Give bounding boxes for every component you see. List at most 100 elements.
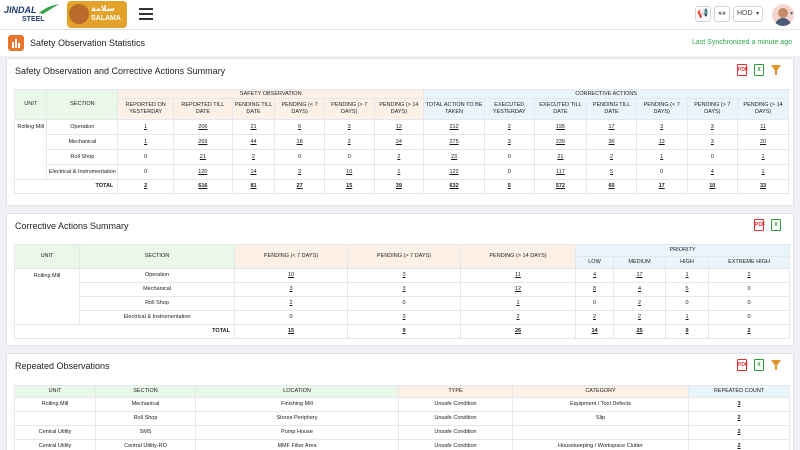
count-cell[interactable]: 2 xyxy=(231,149,276,165)
count-cell[interactable]: 4 xyxy=(575,268,614,283)
count-cell[interactable]: 3 xyxy=(635,119,688,135)
count-cell[interactable]: 11 xyxy=(737,119,789,135)
total-cell[interactable]: 9 xyxy=(665,324,709,339)
count-cell-value[interactable]: 2 xyxy=(637,314,642,320)
pdf-export-icon[interactable]: PDF xyxy=(737,64,748,77)
count-cell[interactable]: 44 xyxy=(231,134,276,150)
count-cell-value[interactable]: 2 xyxy=(637,300,642,306)
count-cell[interactable]: 1 xyxy=(665,310,709,325)
count-cell[interactable]: 20 xyxy=(737,134,789,150)
total-cell[interactable]: 14 xyxy=(575,324,614,339)
repeated-count-cell[interactable]: 2 xyxy=(688,439,790,450)
total-cell-value[interactable]: 27 xyxy=(296,183,303,189)
filter-icon[interactable] xyxy=(771,359,782,372)
count-cell[interactable]: 1 xyxy=(460,296,576,311)
repeated-count-cell[interactable]: 2 xyxy=(688,411,790,426)
count-cell-value[interactable]: 21 xyxy=(199,153,206,160)
count-cell-value[interactable]: 3 xyxy=(710,138,714,145)
count-cell[interactable]: 2 xyxy=(707,268,791,283)
count-cell-value[interactable]: 2 xyxy=(516,314,520,320)
total-cell[interactable]: 17 xyxy=(635,179,688,194)
count-cell[interactable]: 1 xyxy=(737,149,789,165)
count-cell[interactable]: 12 xyxy=(373,119,425,135)
count-cell[interactable]: 14 xyxy=(231,164,276,180)
count-cell-value[interactable]: 3 xyxy=(289,286,293,292)
total-cell-value[interactable]: 572 xyxy=(555,183,565,189)
total-cell[interactable]: 572 xyxy=(533,179,588,194)
count-cell-value[interactable]: 18 xyxy=(296,138,303,145)
count-cell[interactable]: 11 xyxy=(460,268,576,283)
count-cell-value[interactable]: 122 xyxy=(449,168,459,175)
pdf-export-icon[interactable]: PDF xyxy=(754,219,765,232)
total-cell-value[interactable]: 632 xyxy=(449,183,459,189)
count-cell[interactable]: 12 xyxy=(460,282,576,297)
total-cell-value[interactable]: 17 xyxy=(658,183,665,189)
count-cell-value[interactable]: 44 xyxy=(250,138,257,145)
total-cell[interactable]: 2 xyxy=(117,179,174,194)
total-cell-value[interactable]: 26 xyxy=(514,328,522,334)
count-cell[interactable]: 1 xyxy=(117,119,174,135)
hamburger-menu-icon[interactable] xyxy=(139,8,153,20)
count-cell[interactable]: 3 xyxy=(234,282,348,297)
count-cell-value[interactable]: 2 xyxy=(347,138,351,145)
count-cell-value[interactable]: 3 xyxy=(402,286,406,292)
count-cell[interactable]: 2 xyxy=(613,310,666,325)
repeated-count-cell-value[interactable]: 2 xyxy=(737,415,741,421)
total-cell-value[interactable]: 25 xyxy=(636,328,643,334)
count-cell[interactable]: 24 xyxy=(373,134,425,150)
total-cell-value[interactable]: 81 xyxy=(250,183,257,189)
count-cell[interactable]: 2 xyxy=(373,149,425,165)
count-cell-value[interactable]: 17 xyxy=(608,123,615,130)
pdf-export-icon[interactable]: PDF xyxy=(737,359,748,372)
count-cell-value[interactable]: 239 xyxy=(555,138,565,145)
count-cell[interactable]: 3 xyxy=(483,134,535,150)
count-cell-value[interactable]: 3 xyxy=(507,138,511,145)
count-cell[interactable]: 1 xyxy=(373,164,425,180)
count-cell-value[interactable]: 206 xyxy=(198,123,208,130)
count-cell-value[interactable]: 5 xyxy=(610,168,614,175)
count-cell-value[interactable]: 24 xyxy=(395,138,402,145)
count-cell-value[interactable]: 1 xyxy=(761,168,765,175)
total-cell-value[interactable]: 616 xyxy=(198,183,208,189)
count-cell-value[interactable]: 17 xyxy=(636,272,643,278)
count-cell[interactable]: 13 xyxy=(635,134,688,150)
count-cell-value[interactable]: 20 xyxy=(760,138,767,145)
count-cell[interactable]: 18 xyxy=(274,134,325,150)
total-cell[interactable]: 15 xyxy=(323,179,375,194)
count-cell-value[interactable]: 1 xyxy=(516,300,520,306)
count-cell-value[interactable]: 3 xyxy=(710,123,714,130)
count-cell-value[interactable]: 5 xyxy=(685,286,689,292)
count-cell[interactable]: 269 xyxy=(173,134,233,150)
avatar-chevron-icon[interactable]: ▾ xyxy=(790,11,794,17)
total-cell[interactable]: 10 xyxy=(686,179,739,194)
repeated-count-cell[interactable]: 3 xyxy=(688,397,790,412)
jindal-steel-logo[interactable]: JINDAL STEEL xyxy=(4,4,60,28)
count-cell-value[interactable]: 120 xyxy=(198,168,208,175)
count-cell-value[interactable]: 1 xyxy=(761,153,765,160)
count-cell-value[interactable]: 8 xyxy=(592,286,597,292)
total-cell-value[interactable]: 2 xyxy=(747,328,751,334)
count-cell[interactable]: 21 xyxy=(173,149,233,165)
total-cell[interactable]: 60 xyxy=(586,179,637,194)
count-cell-value[interactable]: 2 xyxy=(507,123,511,130)
count-cell[interactable]: 2 xyxy=(613,296,666,311)
count-cell[interactable]: 2 xyxy=(586,149,637,165)
count-cell[interactable]: 1 xyxy=(635,149,688,165)
total-cell[interactable]: 25 xyxy=(613,324,666,339)
count-cell-value[interactable]: 195 xyxy=(555,123,565,130)
count-cell-value[interactable]: 21 xyxy=(557,153,564,160)
count-cell[interactable]: 4 xyxy=(686,164,739,180)
total-cell-value[interactable]: 5 xyxy=(507,183,511,189)
repeated-count-cell-value[interactable]: 3 xyxy=(737,401,741,407)
count-cell-value[interactable]: 2 xyxy=(251,153,256,160)
total-cell[interactable]: 39 xyxy=(373,179,425,194)
count-cell-value[interactable]: 3 xyxy=(402,272,406,278)
count-cell[interactable]: 5 xyxy=(665,282,709,297)
count-cell-value[interactable]: 1 xyxy=(660,153,664,160)
count-cell[interactable]: 21 xyxy=(231,119,276,135)
count-cell[interactable]: 3 xyxy=(686,119,739,135)
count-cell-value[interactable]: 2 xyxy=(610,153,614,160)
count-cell[interactable]: 3 xyxy=(274,164,325,180)
count-cell-value[interactable]: 36 xyxy=(608,138,615,145)
repeated-count-cell-value[interactable]: 2 xyxy=(737,429,741,435)
